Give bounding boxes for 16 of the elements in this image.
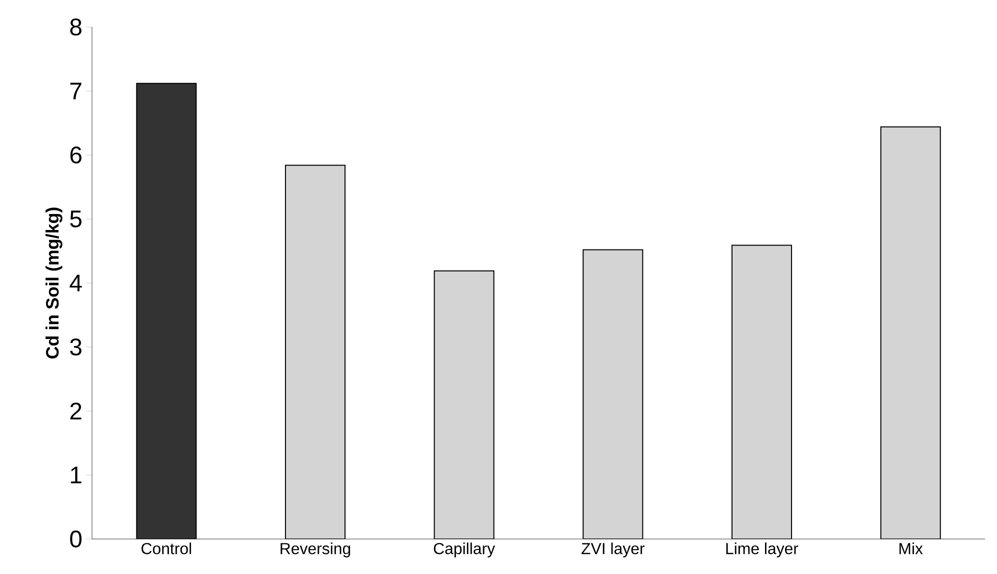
- x-tick-label: Control: [142, 542, 192, 554]
- y-axis-title: Cd in Soil (mg/kg): [46, 208, 62, 358]
- y-tick-label: 6: [70, 146, 82, 164]
- y-tick-label: 8: [70, 18, 82, 36]
- x-tick-label: Capillary: [434, 542, 496, 558]
- x-tick-label: Reversing: [280, 542, 350, 558]
- y-tick-label: 5: [70, 210, 82, 228]
- y-tick-label: 3: [70, 338, 82, 356]
- y-tick-label: 0: [70, 530, 82, 548]
- x-tick-label: Mix: [900, 542, 923, 554]
- x-tick-label: Lime layer: [726, 542, 798, 558]
- x-tick-label: ZVI layer: [582, 542, 645, 558]
- y-tick-label: 7: [70, 82, 82, 100]
- y-tick-label: 4: [70, 274, 82, 292]
- y-tick-label: 2: [70, 402, 82, 420]
- y-tick-label: 1: [71, 466, 82, 484]
